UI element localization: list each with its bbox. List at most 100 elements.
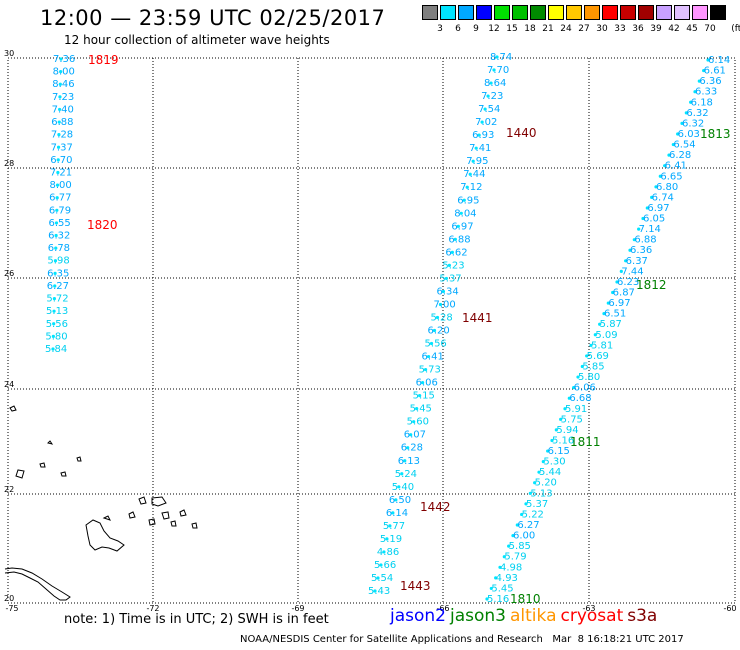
track-point xyxy=(52,322,56,326)
wave-height-value: 6.88 xyxy=(51,117,73,128)
track-point xyxy=(689,100,693,104)
wave-height-value: 5.45 xyxy=(410,404,432,415)
legend-label: 33 xyxy=(614,24,626,34)
island-k xyxy=(170,520,177,527)
wave-height-value: 5.77 xyxy=(383,521,405,532)
track-point xyxy=(376,576,380,580)
track-point xyxy=(54,246,58,250)
pass-time-label: 1812 xyxy=(636,278,667,292)
wave-height-value: 5.15 xyxy=(413,391,435,402)
wave-height-value: 5.73 xyxy=(419,365,441,376)
wave-height-value: 6.14 xyxy=(386,508,408,519)
track-point xyxy=(447,263,451,267)
track-point xyxy=(56,145,61,149)
map-frame xyxy=(7,57,736,604)
track-point xyxy=(55,208,59,212)
track-point xyxy=(388,524,392,528)
wave-height-value: 6.36 xyxy=(699,76,721,87)
track-point xyxy=(502,555,506,559)
wave-height-value: 6.35 xyxy=(47,268,69,279)
island-b xyxy=(39,462,46,468)
wave-height-value: 6.54 xyxy=(673,140,695,151)
wave-height-value: 6.18 xyxy=(691,97,713,108)
track-point xyxy=(382,550,386,554)
pass-time-label: 1813 xyxy=(700,127,731,141)
island-m xyxy=(191,522,198,529)
track-point xyxy=(59,57,63,61)
wave-height-value: 6.37 xyxy=(626,256,648,267)
lat-tick-label: 28 xyxy=(4,159,14,168)
track-point xyxy=(441,289,446,294)
legend-swatch xyxy=(512,5,528,20)
wave-height-value: 5.24 xyxy=(395,469,417,480)
wave-height-value: 5.22 xyxy=(522,509,544,520)
track-point xyxy=(624,259,628,263)
track-point xyxy=(680,121,684,126)
island-f xyxy=(102,515,111,521)
wave-height-value: 5.37 xyxy=(526,499,548,510)
track-point xyxy=(468,172,472,176)
track-point xyxy=(391,511,395,515)
track-point xyxy=(511,533,515,538)
pass-time-label: 1440 xyxy=(506,126,537,140)
legend-label: 15 xyxy=(506,24,518,34)
wave-height-value: 6.51 xyxy=(604,309,626,320)
wave-height-value: 6.00 xyxy=(513,531,535,542)
wave-height-value: 6.68 xyxy=(569,393,591,404)
track-point xyxy=(435,315,440,320)
track-point xyxy=(53,271,57,275)
track-point xyxy=(418,394,422,398)
wave-height-value: 5.56 xyxy=(425,339,447,350)
wave-height-value: 6.77 xyxy=(49,193,71,204)
wave-height-value: 4.86 xyxy=(377,547,399,558)
track-point xyxy=(58,107,62,112)
track-point xyxy=(572,386,576,390)
wave-height-value: 7.23 xyxy=(52,92,74,103)
lat-tick-label: 30 xyxy=(4,49,14,58)
wave-height-value: 5.91 xyxy=(565,404,587,415)
track-point xyxy=(684,111,688,115)
wave-height-value: 8.00 xyxy=(53,67,75,78)
track-point xyxy=(58,95,62,99)
legend-label: 12 xyxy=(488,24,500,34)
legend-label: 70 xyxy=(704,24,716,34)
wave-height-value: 5.80 xyxy=(45,331,67,342)
wave-height-value: 6.27 xyxy=(517,520,539,531)
track-point xyxy=(450,250,454,254)
wave-height-value: 6.97 xyxy=(608,298,630,309)
track-point xyxy=(495,55,499,59)
satellite-label: s3a xyxy=(627,606,658,626)
wave-height-value: 6.32 xyxy=(686,108,708,119)
track-point xyxy=(58,82,62,86)
coastline xyxy=(4,405,198,601)
wave-height-value: 4.98 xyxy=(500,562,522,573)
island-n xyxy=(148,518,156,526)
track-point xyxy=(606,301,610,305)
wave-height-value: 6.23 xyxy=(617,277,639,288)
track-point xyxy=(697,79,701,83)
track-point xyxy=(533,481,537,485)
wave-height-value: 5.56 xyxy=(46,319,68,330)
track-point xyxy=(51,334,55,338)
pass-time-label: 1810 xyxy=(510,592,541,606)
pass-time-label: 1819 xyxy=(88,53,119,67)
legend-swatch xyxy=(674,5,690,20)
wave-height-value: 5.09 xyxy=(595,330,617,341)
wave-height-value: 5.75 xyxy=(561,414,583,425)
track-point xyxy=(567,396,571,400)
pass-time-label: 1820 xyxy=(87,218,118,232)
legend-swatch xyxy=(494,5,510,20)
track-point xyxy=(611,290,615,295)
track-point xyxy=(489,81,493,85)
track-point xyxy=(663,164,667,168)
satellite-label: altika xyxy=(510,606,557,626)
track-point xyxy=(52,309,56,313)
track-point xyxy=(550,438,554,443)
wave-height-value: 5.16 xyxy=(552,435,574,446)
lon-tick-label: -69 xyxy=(291,604,304,613)
track-point xyxy=(546,449,550,453)
track-point xyxy=(379,563,383,567)
wave-height-value: 5.30 xyxy=(543,457,565,468)
track-point xyxy=(477,133,481,137)
wave-height-value: 7.23 xyxy=(481,91,503,102)
